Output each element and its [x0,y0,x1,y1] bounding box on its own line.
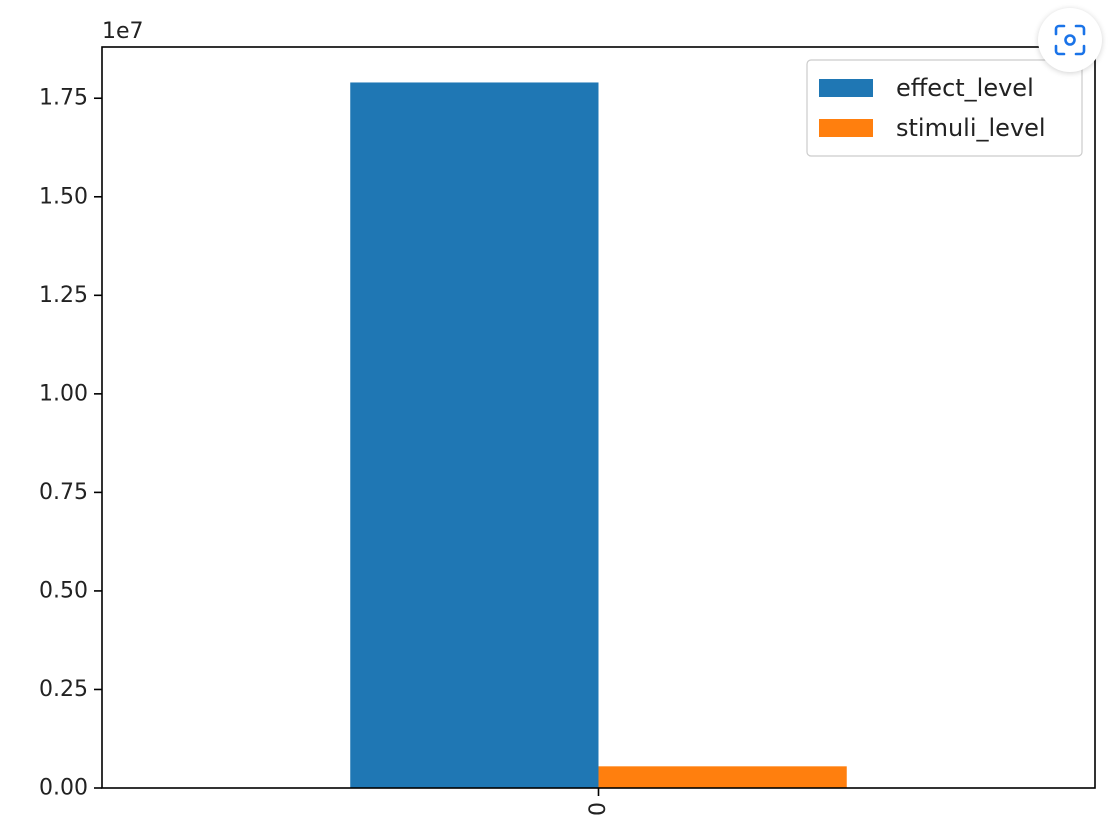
legend-label: stimuli_level [896,114,1046,142]
y-tick-label: 0.00 [39,776,88,801]
y-axis: 0.00 0.25 0.50 0.75 1.00 1.25 1.50 1.75 [39,86,102,801]
y-tick-label: 1.25 [39,283,88,308]
y-axis-offset-text: 1e7 [102,19,144,44]
legend-box [806,59,1083,157]
legend: effect_level stimuli_level [806,59,1083,157]
bar-stimuli-level [598,766,847,788]
bar-effect-level [350,82,599,789]
legend-label: effect_level [896,74,1034,102]
visual-search-button[interactable] [1038,8,1102,72]
legend-swatch-stimuli-level [819,119,873,137]
y-tick-label: 0.25 [39,677,88,702]
x-axis: 0 [586,788,611,816]
y-tick-label: 1.00 [39,381,88,406]
legend-swatch-effect-level [819,79,873,97]
y-tick-label: 1.50 [39,184,88,209]
x-tick-label: 0 [586,802,611,816]
y-tick-label: 0.50 [39,578,88,603]
y-tick-label: 0.75 [39,480,88,505]
bars-layer [350,82,847,789]
y-tick-label: 1.75 [39,86,88,111]
visual-search-icon [1054,24,1086,56]
